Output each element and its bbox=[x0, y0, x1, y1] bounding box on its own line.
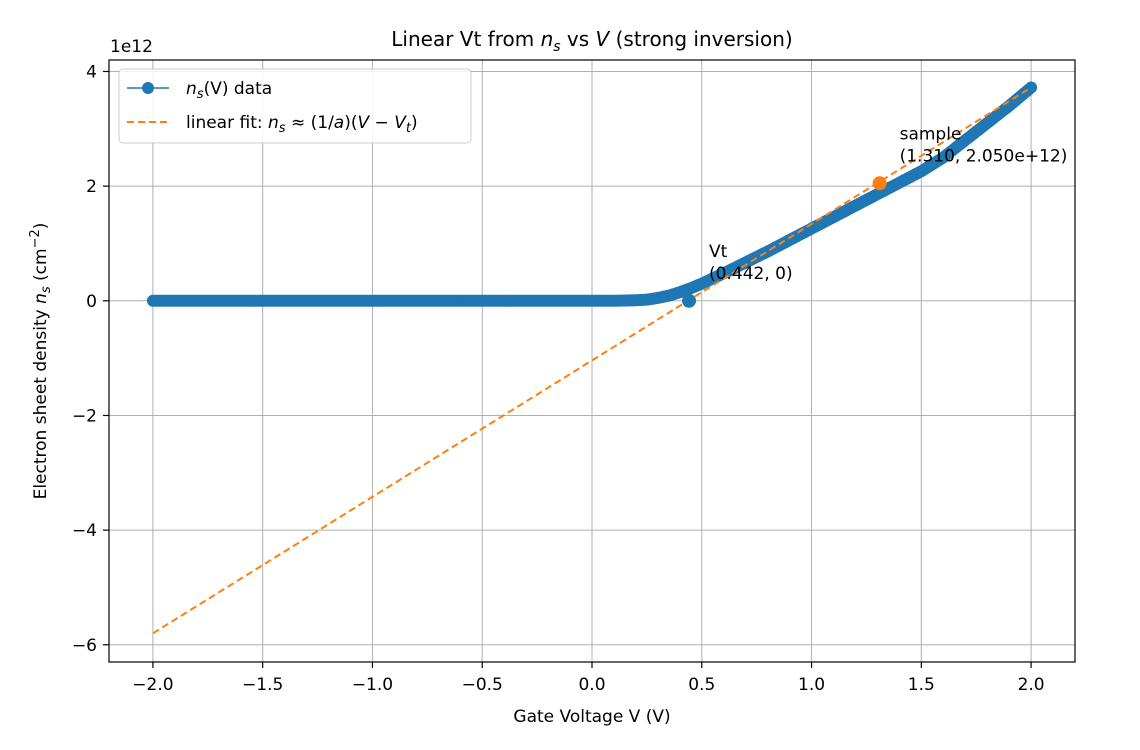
y-tick-label: −4 bbox=[72, 521, 97, 541]
chart-title: Linear Vt from ns vs V (strong inversion… bbox=[391, 27, 792, 55]
legend-label-fit: linear fit: ns ≈ (1/a)(V − Vt) bbox=[186, 113, 418, 136]
x-tick-label: 1.5 bbox=[908, 675, 935, 695]
marker-layer: Vt(0.442, 0) sample(1.310, 2.050e+12) bbox=[682, 124, 1067, 308]
legend: ns(V) data linear fit: ns ≈ (1/a)(V − Vt… bbox=[118, 68, 472, 144]
y-tick-label: −2 bbox=[72, 406, 97, 426]
sample-annotation-coords: (1.310, 2.050e+12) bbox=[900, 146, 1068, 166]
x-tick-label: −1.5 bbox=[242, 675, 283, 695]
series-layer bbox=[146, 81, 1038, 635]
x-tick-label: 1.0 bbox=[798, 675, 825, 695]
sample-annotation-title: sample bbox=[900, 124, 962, 144]
x-tick-label: −0.5 bbox=[462, 675, 503, 695]
y-axis-title: Electron sheet density ns (cm−2) bbox=[28, 223, 54, 500]
y-tick-label: 2 bbox=[86, 177, 97, 197]
x-axis-title: Gate Voltage V (V) bbox=[513, 707, 670, 727]
legend-label-data: ns(V) data bbox=[186, 79, 272, 102]
x-tick-label: 0.5 bbox=[688, 675, 715, 695]
legend-box bbox=[118, 68, 472, 144]
ticks-layer: −2.0 −1.5 −1.0 −0.5 0.0 0.5 1.0 1.5 2.0 −6 −4 −2 0 2 4 bbox=[72, 62, 1045, 695]
data-point bbox=[1025, 81, 1038, 94]
x-tick-label: 2.0 bbox=[1018, 675, 1045, 695]
y-tick-label: 0 bbox=[86, 292, 97, 312]
legend-entry-data: ns(V) data bbox=[127, 79, 272, 102]
x-tick-label: 0.0 bbox=[578, 675, 605, 695]
x-tick-label: −1.0 bbox=[352, 675, 393, 695]
vt-annotation-coords: (0.442, 0) bbox=[709, 264, 793, 284]
y-tick-label: 4 bbox=[86, 62, 97, 82]
y-tick-label: −6 bbox=[72, 636, 97, 656]
series-fit-line bbox=[152, 86, 1032, 635]
vt-marker bbox=[682, 293, 697, 308]
sample-marker bbox=[872, 176, 887, 191]
legend-swatch-data-marker bbox=[142, 82, 154, 94]
y-offset-label: 1e12 bbox=[110, 37, 153, 57]
vt-annotation-title: Vt bbox=[709, 242, 728, 262]
x-tick-label: −2.0 bbox=[132, 675, 173, 695]
legend-entry-fit: linear fit: ns ≈ (1/a)(V − Vt) bbox=[127, 113, 418, 136]
